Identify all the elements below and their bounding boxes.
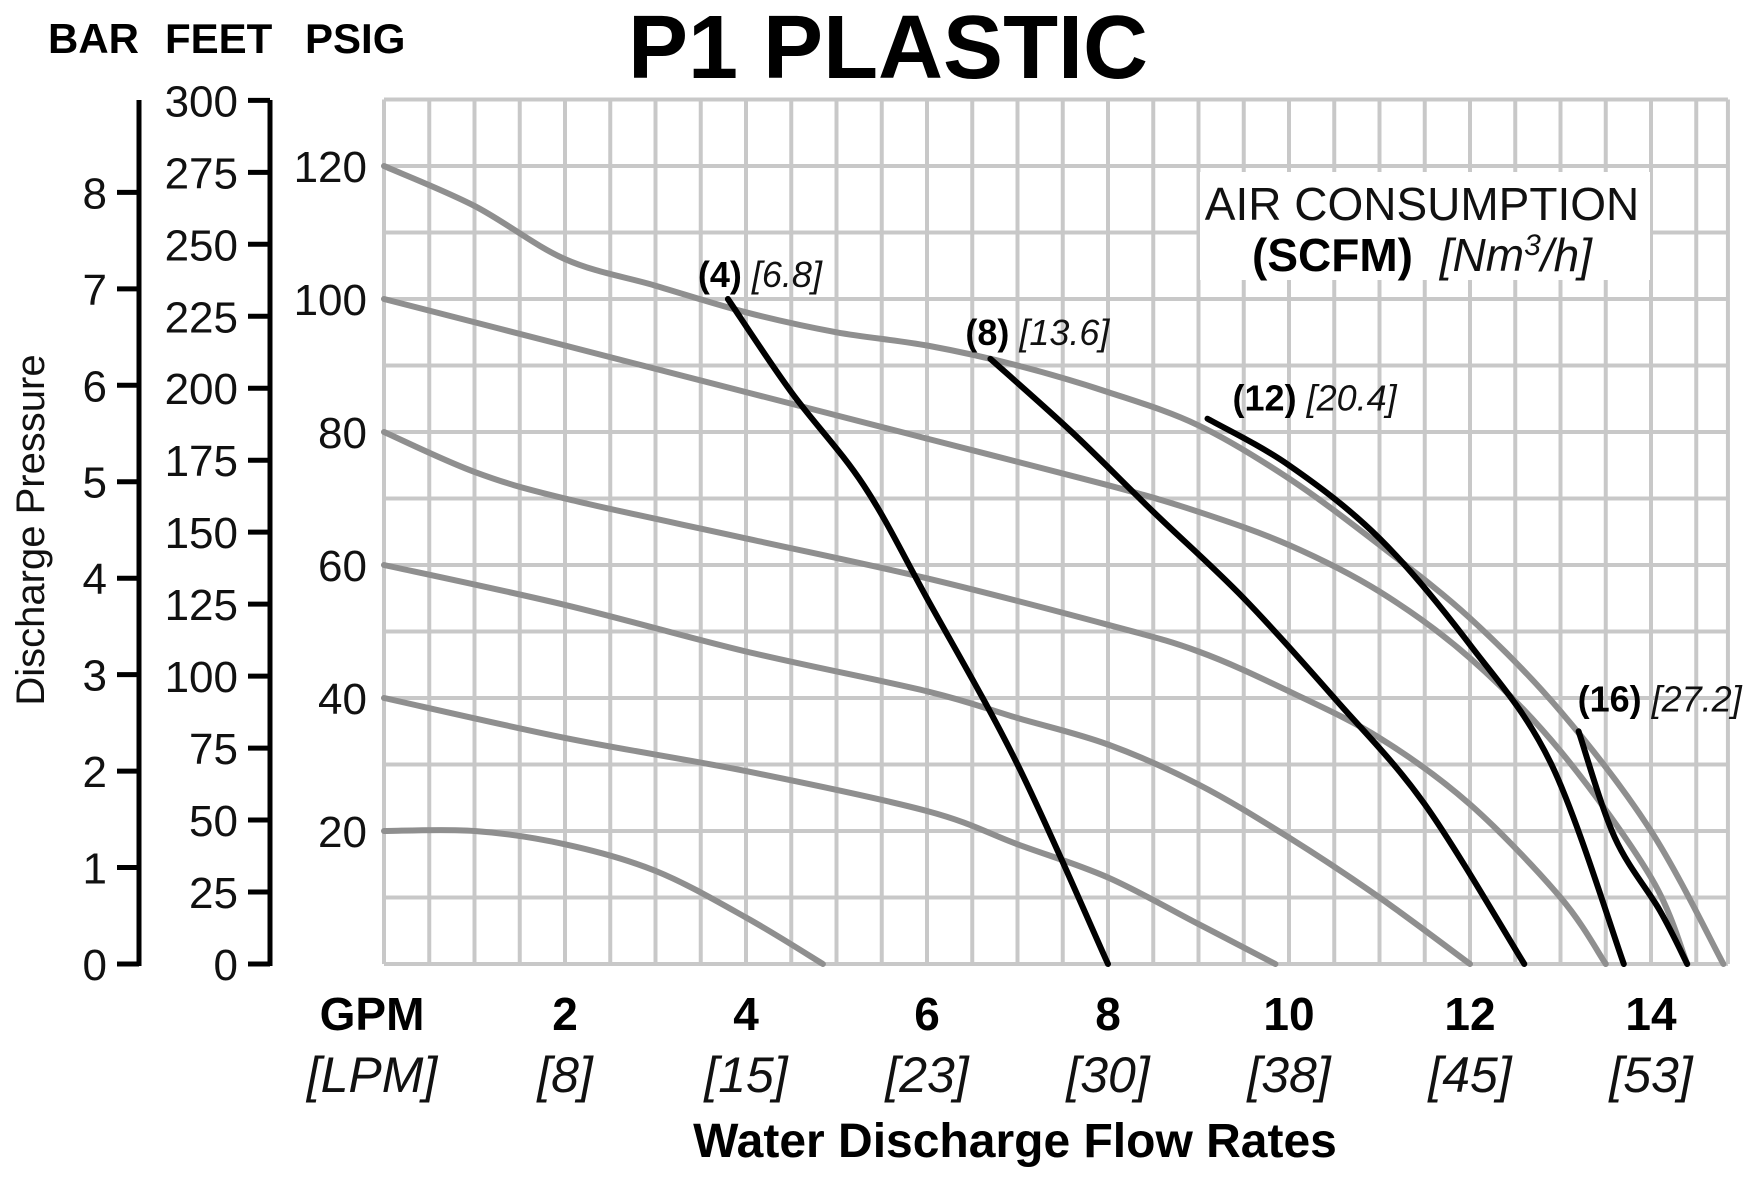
feet-tick-label: 250	[165, 221, 238, 270]
pressure-curve	[381, 562, 1473, 967]
air-curve-scfm: (16)	[1578, 678, 1642, 719]
legend-superscript: 3	[1524, 229, 1541, 262]
pressure-curve	[381, 163, 1727, 967]
legend-title: AIR CONSUMPTION	[1205, 178, 1639, 230]
psig-tick-label: 80	[318, 409, 367, 458]
x-tick-label-gpm: 6	[914, 988, 940, 1040]
air-consumption-curve	[987, 355, 1528, 967]
air-curve-nm3h: [13.6]	[1018, 312, 1110, 353]
feet-axis-unit: FEET	[165, 15, 273, 62]
air-curve-scfm: (4)	[698, 254, 742, 295]
feet-tick-label: 50	[189, 797, 238, 846]
pressure-curve	[381, 296, 1691, 967]
x-tick-label-lpm: [23]	[884, 1047, 970, 1103]
axes	[117, 97, 273, 967]
pressure-curve	[381, 695, 1279, 967]
pressure-curves	[381, 163, 1727, 967]
bar-tick-label: 6	[83, 362, 107, 411]
bar-tick-label: 7	[83, 266, 107, 315]
air-consumption-curve	[1575, 728, 1691, 967]
y-axis-label: Discharge Pressure	[9, 354, 53, 705]
bar-tick-label: 2	[83, 748, 107, 797]
feet-tick-label: 75	[189, 725, 238, 774]
feet-tick-label: 175	[165, 437, 238, 486]
x-tick-label-lpm: [30]	[1065, 1047, 1151, 1103]
air-curve-nm3h: [27.2]	[1651, 678, 1743, 719]
psig-axis-unit: PSIG	[305, 15, 405, 62]
chart-title: P1 PLASTIC	[628, 0, 1148, 98]
air-consumption-curve	[1204, 415, 1627, 967]
legend-scfm: (SCFM)	[1252, 229, 1413, 281]
feet-tick-label: 300	[165, 77, 238, 126]
psig-tick-label: 60	[318, 542, 367, 591]
psig-tick-label: 100	[294, 276, 367, 325]
x-tick-label-gpm: 8	[1095, 988, 1121, 1040]
bar-tick-label: 3	[83, 652, 107, 701]
air-curve-label: (16) [27.2]	[1578, 678, 1743, 719]
air-curve-label: (12) [20.4]	[1233, 378, 1398, 419]
x-tick-label-gpm: 4	[733, 988, 759, 1040]
bar-tick-label: 8	[83, 169, 107, 218]
x-tick-label-lpm: [15]	[703, 1047, 789, 1103]
x-tick-label-gpm: 2	[552, 988, 578, 1040]
pressure-curve	[381, 827, 826, 967]
x-tick-label-gpm: 14	[1625, 988, 1677, 1040]
legend-units: (SCFM) [Nm3/h]	[1252, 229, 1593, 281]
feet-tick-label: 100	[165, 653, 238, 702]
air-consumption-curve	[724, 296, 1111, 967]
air-curve-scfm: (8)	[965, 312, 1009, 353]
air-consumption-labels: (4) [6.8] (8) [13.6] (12) [20.4] (16) [27.2]	[698, 254, 1743, 719]
air-consumption-curves	[724, 296, 1691, 967]
bar-axis-unit: BAR	[48, 15, 139, 62]
x-tick-label-lpm: [45]	[1427, 1047, 1513, 1103]
air-curve-nm3h: [6.8]	[751, 254, 823, 295]
tick-labels: 1201008060402030027525022520017515012510…	[83, 77, 1694, 1103]
psig-tick-label: 120	[294, 143, 367, 192]
feet-tick-label: 225	[165, 293, 238, 342]
feet-tick-label: 125	[165, 581, 238, 630]
legend-background	[1200, 172, 1650, 280]
air-curve-nm3h: [20.4]	[1306, 378, 1398, 419]
air-curve-scfm: (12)	[1233, 378, 1297, 419]
legend-nm3h: [Nm	[1439, 229, 1524, 281]
air-curve-label: (8) [13.6]	[965, 312, 1110, 353]
x-tick-label-lpm: [38]	[1246, 1047, 1332, 1103]
bar-tick-label: 4	[83, 555, 107, 604]
feet-tick-label: 150	[165, 509, 238, 558]
feet-tick-label: 0	[214, 941, 238, 990]
x-tick-label-gpm: 12	[1444, 988, 1495, 1040]
psig-tick-label: 20	[318, 808, 367, 857]
bar-tick-label: 0	[83, 941, 107, 990]
bar-tick-label: 1	[83, 845, 107, 894]
feet-tick-label: 200	[165, 365, 238, 414]
legend-per-hour: /h]	[1538, 229, 1593, 281]
x-unit-lpm: [LPM]	[306, 1047, 439, 1103]
x-unit-gpm: GPM	[320, 988, 425, 1040]
x-tick-label-lpm: [8]	[536, 1047, 594, 1103]
feet-tick-label: 275	[165, 149, 238, 198]
air-curve-label: (4) [6.8]	[698, 254, 823, 295]
psig-tick-label: 40	[318, 675, 367, 724]
bar-tick-label: 5	[83, 459, 107, 508]
feet-tick-label: 25	[189, 869, 238, 918]
x-axis-label: Water Discharge Flow Rates	[693, 1115, 1337, 1168]
pressure-curve	[381, 429, 1609, 967]
x-tick-label-gpm: 10	[1263, 988, 1314, 1040]
x-tick-label-lpm: [53]	[1608, 1047, 1694, 1103]
